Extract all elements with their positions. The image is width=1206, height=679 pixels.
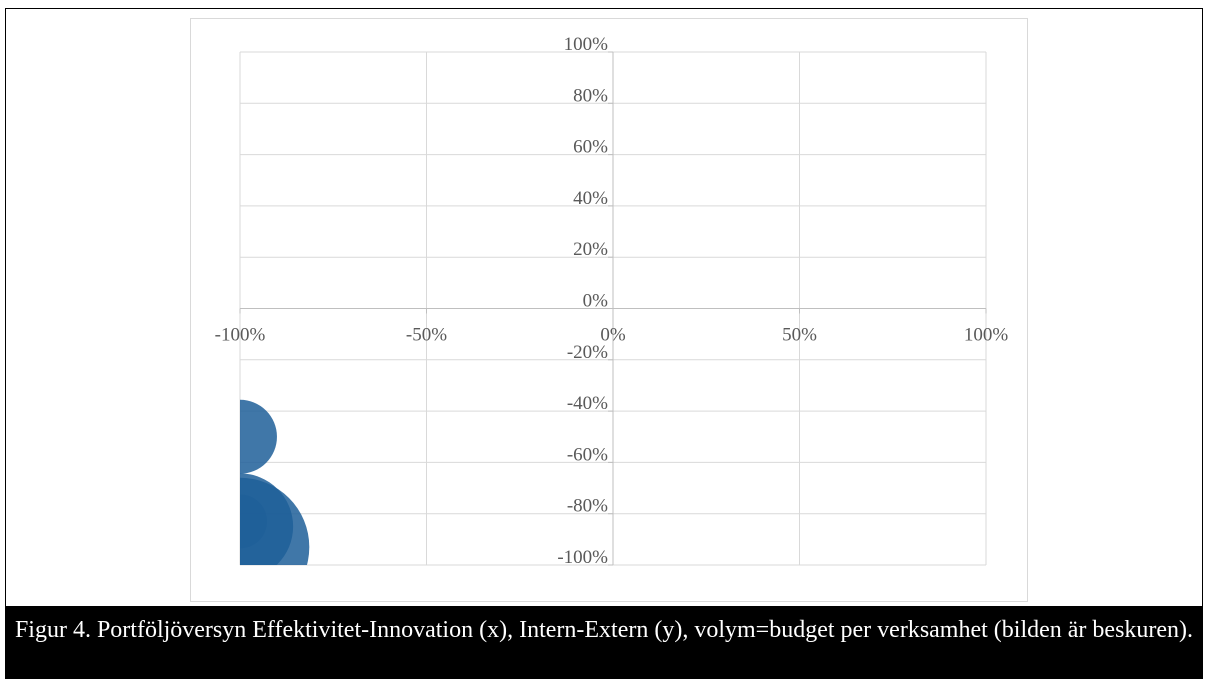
bubble-series: [240, 399, 310, 565]
bubble-chart: 100%80%60%40%20%0%-20%-40%-60%-80%-100%-…: [215, 34, 1009, 568]
bubble-point: [240, 494, 267, 549]
y-tick-label: 100%: [564, 34, 609, 55]
y-tick-label: 0%: [583, 291, 609, 312]
y-tick-label: 60%: [573, 137, 608, 158]
x-tick-label: -50%: [406, 325, 447, 346]
y-tick-label: -100%: [557, 547, 608, 568]
y-tick-label: 40%: [573, 188, 608, 209]
chart-area: 100% 80% 60% 40% 20% 0% -20% -40% -60% -80% -100% -…: [190, 18, 1028, 602]
y-tick-label: 20%: [573, 239, 608, 260]
x-tick-label: 50%: [782, 325, 817, 346]
y-tick-label: -40%: [567, 393, 608, 414]
y-tick-label: -60%: [567, 444, 608, 465]
tick-labels: 100%80%60%40%20%0%-20%-40%-60%-80%-100%-…: [215, 34, 1009, 568]
y-tick-label: -80%: [567, 496, 608, 517]
axes: [239, 51, 987, 566]
y-tick-label: -20%: [567, 342, 608, 363]
bubble-point: [240, 477, 310, 565]
y-tick-label: 80%: [573, 85, 608, 106]
figure-caption: Figur 4. Portföljöversyn Effektivitet-In…: [5, 606, 1203, 679]
bubble-point: [240, 399, 277, 474]
x-tick-label: 0%: [600, 325, 626, 346]
x-tick-label: 100%: [964, 325, 1009, 346]
x-tick-label: -100%: [215, 325, 266, 346]
